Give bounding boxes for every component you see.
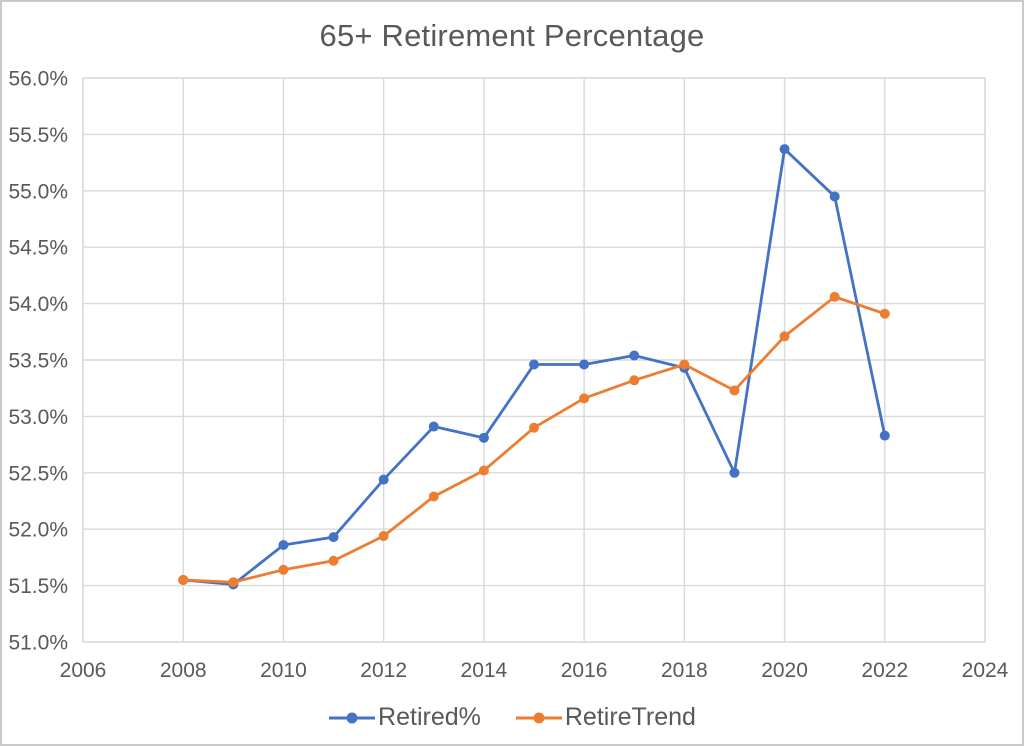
data-point-retired xyxy=(529,359,539,370)
data-point-retired xyxy=(478,432,489,443)
x-axis-tick-label: 2022 xyxy=(861,659,908,682)
plot-border xyxy=(82,77,986,643)
data-point-retired xyxy=(378,474,389,485)
x-axis-tick-label: 2006 xyxy=(60,659,107,682)
legend-item-retired: Retired% xyxy=(328,703,481,732)
data-point-retired xyxy=(428,421,439,432)
data-point-retiretrend xyxy=(829,291,840,302)
data-point-retired xyxy=(629,350,640,361)
x-axis-tick-label: 2010 xyxy=(260,659,307,682)
legend-label-retiretrend: RetireTrend xyxy=(564,703,696,731)
chart-legend: Retired% RetireTrend xyxy=(2,703,1022,732)
data-point-retired xyxy=(779,144,790,155)
legend-marker-retired-icon xyxy=(329,712,376,723)
data-point-retired xyxy=(829,191,840,202)
y-axis-tick-label: 54.0% xyxy=(8,293,68,316)
data-point-retiretrend xyxy=(879,308,890,319)
data-point-retired xyxy=(278,539,289,550)
legend-marker-retiretrend-icon xyxy=(515,712,562,723)
data-point-retiretrend xyxy=(579,393,590,404)
data-point-retiretrend xyxy=(228,577,239,588)
x-axis-tick-label: 2016 xyxy=(561,659,608,682)
data-point-retired xyxy=(729,467,740,478)
data-point-retiretrend xyxy=(328,555,339,566)
data-point-retiretrend xyxy=(629,375,640,386)
data-point-retired xyxy=(879,430,890,441)
data-point-retired xyxy=(328,532,339,543)
y-axis-tick-label: 52.5% xyxy=(8,462,68,485)
x-axis-tick-label: 2012 xyxy=(360,659,407,682)
data-point-retired xyxy=(579,359,590,370)
data-point-retiretrend xyxy=(679,359,690,370)
data-point-retiretrend xyxy=(278,564,289,575)
x-axis-tick-label: 2018 xyxy=(661,659,708,682)
data-point-retiretrend xyxy=(729,385,740,396)
y-axis-tick-label: 56.0% xyxy=(8,68,68,91)
data-point-retiretrend xyxy=(529,422,539,433)
data-point-retiretrend xyxy=(178,574,189,585)
y-axis-tick-label: 55.0% xyxy=(8,180,68,203)
y-axis-tick-label: 55.5% xyxy=(8,124,68,147)
y-axis-tick-label: 51.5% xyxy=(8,575,68,598)
y-axis-tick-label: 54.5% xyxy=(8,237,68,260)
legend-label-retired: Retired% xyxy=(378,703,481,731)
x-axis-tick-label: 2008 xyxy=(160,659,207,682)
data-point-retiretrend xyxy=(378,530,389,541)
y-axis-tick-label: 52.0% xyxy=(8,519,68,542)
data-point-retiretrend xyxy=(428,491,439,502)
x-axis-tick-label: 2024 xyxy=(962,659,1009,682)
x-axis-tick-label: 2020 xyxy=(761,659,808,682)
series-line-retiretrend xyxy=(183,295,886,584)
data-point-retiretrend xyxy=(779,331,790,342)
y-axis-tick-label: 53.5% xyxy=(8,350,68,373)
x-axis-tick-label: 2014 xyxy=(461,659,508,682)
y-axis-tick-label: 53.0% xyxy=(8,406,68,429)
chart-title: 65+ Retirement Percentage xyxy=(319,18,705,53)
y-axis-tick-label: 51.0% xyxy=(8,632,68,655)
legend-item-retiretrend: RetireTrend xyxy=(515,703,696,732)
data-point-retiretrend xyxy=(478,465,489,476)
